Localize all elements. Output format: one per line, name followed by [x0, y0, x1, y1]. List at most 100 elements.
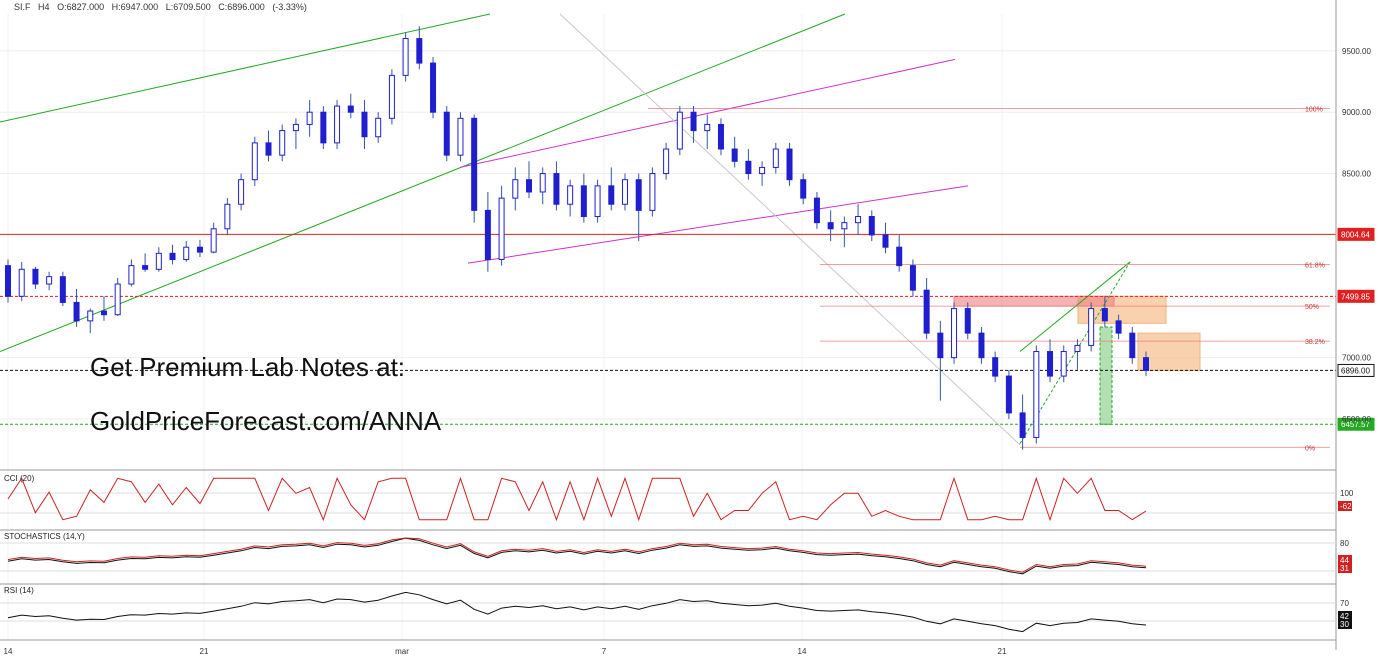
- candle-body: [334, 105, 341, 144]
- candle-body: [594, 185, 601, 218]
- candle: [635, 173, 642, 242]
- x-tick-label: 21: [998, 647, 1007, 656]
- indicator-value-label: 44: [1340, 556, 1349, 565]
- candle-body: [786, 148, 793, 181]
- price-axis: 9500.00 9000.00 8500.00 7000.00 6500.00: [1335, 0, 1371, 650]
- candle-body: [196, 246, 203, 253]
- candle: [5, 259, 11, 303]
- candle: [676, 106, 683, 156]
- open-value: O:6827.000: [57, 2, 105, 12]
- candle-body: [306, 111, 313, 125]
- candle-body: [402, 38, 409, 76]
- candle-body: [717, 123, 724, 150]
- candle-body: [1088, 308, 1095, 346]
- candle: [841, 216, 848, 248]
- instrument-header: SI.F H4 O:6827.000 H:6947.000 L:6709.500…: [14, 2, 312, 12]
- candle-body: [909, 265, 916, 291]
- level-label: 6896.00: [1341, 366, 1370, 375]
- candle-body: [471, 117, 478, 211]
- indicator-value-label: 30: [1340, 620, 1349, 629]
- candle-body: [1005, 375, 1012, 414]
- y-tick-label: 8500.00: [1342, 170, 1371, 179]
- level-tag: [1337, 227, 1375, 241]
- candle: [498, 185, 505, 266]
- candle: [923, 277, 930, 340]
- candle: [539, 167, 546, 205]
- candle: [512, 167, 519, 211]
- candle-body: [992, 357, 999, 377]
- candle: [594, 179, 601, 223]
- candle: [334, 99, 341, 150]
- candle-body: [443, 111, 450, 156]
- candle-body: [142, 265, 149, 270]
- candle-body: [100, 310, 107, 316]
- candle: [183, 241, 190, 262]
- candle: [704, 114, 711, 150]
- indicator-value-tag: [1338, 563, 1352, 573]
- y-tick-label: 9000.00: [1342, 108, 1371, 117]
- y-tick-label: 9500.00: [1342, 47, 1371, 56]
- x-tick-label: 7: [602, 647, 607, 656]
- candle: [361, 99, 368, 150]
- candle-body: [32, 268, 39, 285]
- candle: [224, 198, 231, 235]
- level-tag: [1337, 417, 1375, 431]
- candle: [128, 259, 135, 287]
- candle: [690, 106, 697, 143]
- green-zone: [1099, 326, 1113, 425]
- descending-grey-line: [559, 13, 1021, 446]
- candle-body: [855, 216, 862, 224]
- timeframe-label: H4: [38, 2, 50, 12]
- symbol-label: SI.F: [14, 2, 31, 12]
- horizontal-levels: 8004.64 7499.85 6896.00 6457.57: [0, 227, 1375, 431]
- candle: [580, 173, 587, 223]
- candle: [978, 326, 985, 364]
- candle-body: [978, 332, 985, 359]
- candlestick-series: [5, 26, 1149, 450]
- candle-body: [663, 148, 670, 175]
- candle: [155, 247, 162, 272]
- candle-body: [224, 203, 231, 230]
- red-zone: [953, 295, 1115, 307]
- level-label: 8004.64: [1341, 230, 1370, 239]
- candle: [759, 161, 766, 186]
- candle-body: [484, 209, 491, 260]
- candle: [142, 253, 149, 272]
- candle-body: [114, 283, 121, 316]
- candle-body: [882, 234, 889, 248]
- candle-body: [951, 308, 958, 359]
- change-value: (-3.33%): [272, 2, 307, 12]
- candle-body: [745, 160, 752, 175]
- candle: [1019, 394, 1026, 450]
- candle: [964, 302, 971, 340]
- candle-body: [155, 252, 162, 270]
- indicator-value-tag: [1338, 619, 1352, 629]
- candle-body: [553, 173, 560, 205]
- indicator-value-label: -62: [1340, 502, 1352, 511]
- candle: [621, 173, 628, 211]
- candle-body: [292, 123, 299, 132]
- indicator-value-label: 42: [1340, 612, 1349, 621]
- candle-body: [1129, 332, 1136, 359]
- candle: [292, 118, 299, 150]
- candle: [731, 136, 738, 168]
- fibonacci-levels: 100% 61.8% 50% 38.2% 0%: [648, 107, 1330, 452]
- candle: [32, 266, 39, 289]
- fib-label: 0%: [1305, 445, 1315, 452]
- candle-body: [430, 62, 437, 113]
- candle: [608, 167, 615, 211]
- rsi-panel-label: RSI (14): [4, 586, 34, 595]
- candle: [526, 161, 533, 199]
- candle: [1047, 339, 1054, 383]
- promo-line-2[interactable]: GoldPriceForecast.com/ANNA: [90, 406, 442, 436]
- candle: [402, 32, 409, 82]
- candle-body: [526, 179, 533, 193]
- candle: [992, 351, 999, 383]
- candle-body: [416, 38, 423, 64]
- candle: [567, 179, 574, 217]
- close-value: C:6896.000: [218, 2, 265, 12]
- candle-body: [1074, 344, 1081, 353]
- candle-body: [5, 265, 11, 297]
- indicator-value-tag: [1338, 611, 1352, 621]
